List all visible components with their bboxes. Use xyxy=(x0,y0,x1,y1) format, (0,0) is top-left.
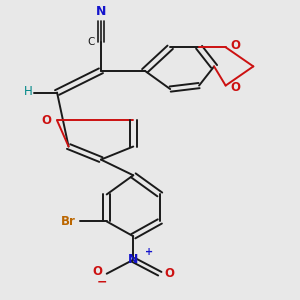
Text: N: N xyxy=(128,253,138,266)
Text: O: O xyxy=(42,114,52,127)
Text: O: O xyxy=(230,39,240,52)
Text: C: C xyxy=(87,37,94,47)
Text: Br: Br xyxy=(61,215,76,228)
Text: H: H xyxy=(24,85,33,98)
Text: −: − xyxy=(97,276,107,289)
Text: N: N xyxy=(96,5,106,19)
Text: O: O xyxy=(164,267,174,280)
Text: O: O xyxy=(92,266,102,278)
Text: O: O xyxy=(230,81,240,94)
Text: +: + xyxy=(146,247,154,257)
